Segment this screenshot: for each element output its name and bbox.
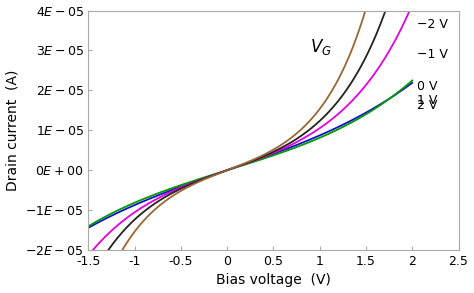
Text: $V_{G}$: $V_{G}$ xyxy=(310,37,332,57)
Text: −1 V: −1 V xyxy=(417,48,448,61)
Text: 2 V: 2 V xyxy=(417,99,437,112)
Text: −2 V: −2 V xyxy=(417,18,448,31)
Text: 0 V: 0 V xyxy=(417,80,438,93)
Y-axis label: Drain current  (A): Drain current (A) xyxy=(6,70,19,191)
Text: 1 V: 1 V xyxy=(417,94,437,107)
X-axis label: Bias voltage  (V): Bias voltage (V) xyxy=(216,273,331,287)
